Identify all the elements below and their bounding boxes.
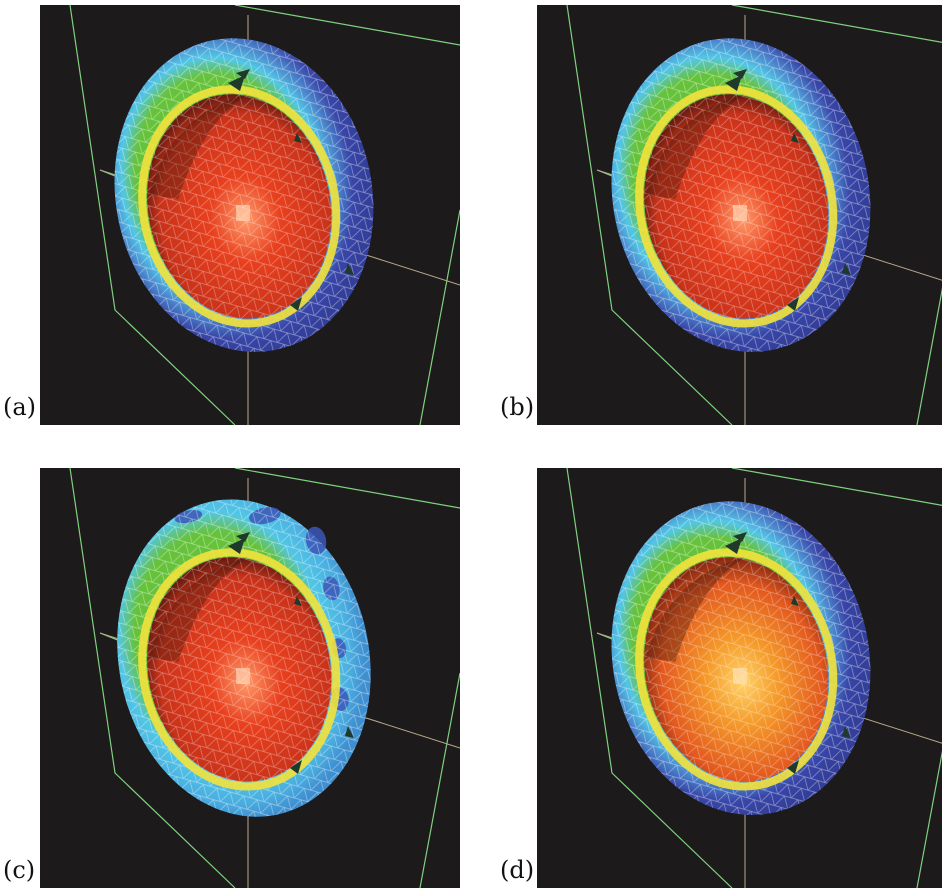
frame-box	[69, 5, 460, 425]
artifact-bottom	[787, 297, 799, 311]
frame-edge-right	[419, 209, 460, 425]
artifact-right	[294, 133, 302, 143]
core-shadow	[148, 94, 249, 199]
artifact-right-2	[345, 263, 354, 275]
yellow-ring	[138, 548, 341, 791]
panel-d	[537, 468, 942, 888]
frame-edge-left	[69, 468, 236, 888]
frame-edge-top	[731, 5, 942, 43]
frame-edge-left	[69, 5, 236, 425]
artifact-bottom	[290, 760, 302, 774]
core-highlight	[236, 205, 250, 221]
frame-edge-top	[234, 468, 460, 509]
mesh-artifacts	[228, 69, 354, 311]
panel-a-render	[69, 5, 460, 425]
frame-edge-right	[916, 287, 942, 425]
panel-d-render	[566, 468, 942, 888]
artifact-top-2	[733, 532, 747, 542]
hemisphere	[611, 38, 871, 352]
hemisphere	[611, 501, 871, 815]
caption-c: (c)	[3, 856, 36, 884]
artifact-top-2	[236, 532, 250, 542]
artifact-top	[228, 538, 245, 554]
artifact-right-2	[345, 726, 354, 738]
artifact-right-2	[842, 263, 851, 275]
yellow-ring	[138, 85, 341, 328]
core-shadow	[645, 557, 746, 662]
artifact-right	[294, 596, 302, 606]
mesh-artifacts	[228, 532, 354, 774]
panel-b	[537, 5, 942, 425]
panel-c-render	[69, 468, 460, 888]
panel-a	[40, 5, 460, 425]
artifact-top-2	[236, 69, 250, 79]
artifact-bottom	[290, 297, 302, 311]
core-highlight	[733, 668, 747, 684]
mesh-artifacts	[725, 532, 851, 774]
frame-edge-right	[419, 672, 460, 888]
artifact-right	[791, 596, 799, 606]
core-highlight	[733, 205, 747, 221]
frame-edge-top	[234, 5, 460, 46]
caption-b: (b)	[500, 393, 535, 421]
panel-c	[40, 468, 460, 888]
artifact-top	[725, 538, 742, 554]
yellow-ring	[635, 85, 838, 328]
artifact-right	[791, 133, 799, 143]
mesh-artifacts	[725, 69, 851, 311]
panel-b-render	[566, 5, 942, 425]
caption-a: (a)	[3, 393, 37, 421]
frame-edge-left	[566, 5, 733, 425]
core-shadow	[148, 557, 249, 662]
frame-edge-top	[731, 468, 942, 506]
core-shadow	[645, 94, 746, 199]
hemisphere	[117, 499, 371, 817]
artifact-right-2	[842, 726, 851, 738]
artifact-top	[228, 75, 245, 91]
frame-edge-left	[566, 468, 733, 888]
core-highlight	[236, 668, 250, 684]
artifact-top-2	[733, 69, 747, 79]
artifact-bottom	[787, 760, 799, 774]
frame-edge-right	[916, 750, 942, 888]
frame-box	[69, 468, 460, 888]
hemisphere	[114, 38, 374, 352]
caption-d: (d)	[500, 856, 535, 884]
yellow-ring	[635, 548, 838, 791]
artifact-top	[725, 75, 742, 91]
